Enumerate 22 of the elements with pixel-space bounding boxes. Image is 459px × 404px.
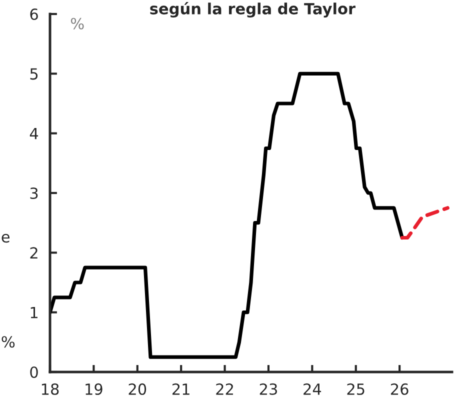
x-tick-label: 25 [347,383,364,395]
y-tick-label: 4 [30,128,38,140]
x-tick-label: 26 [390,383,408,395]
x-tick-label: 22 [216,383,233,395]
text: e [2,234,10,243]
line-series [400,206,450,240]
y-tick-label: 2 [30,247,38,258]
y-tick-label: 6 [30,8,38,20]
x-tick-label: 19 [86,383,102,395]
x-tick-label: 21 [172,383,190,395]
x-tick-label: 24 [304,383,322,395]
x-tick-label: 23 [260,383,277,395]
x-tick-label: 20 [128,383,146,395]
y-tick-label: 0 [30,366,38,378]
y-tick-label: 1 [30,307,38,318]
chart-title: según la regla de Taylor [150,2,356,18]
y-axis-title: % [70,18,84,30]
y-tick-label: 3 [30,187,38,200]
y-tick-label: 5 [30,68,38,80]
text: % [2,336,15,348]
line-series [50,72,404,359]
x-tick-label: 18 [42,383,59,395]
